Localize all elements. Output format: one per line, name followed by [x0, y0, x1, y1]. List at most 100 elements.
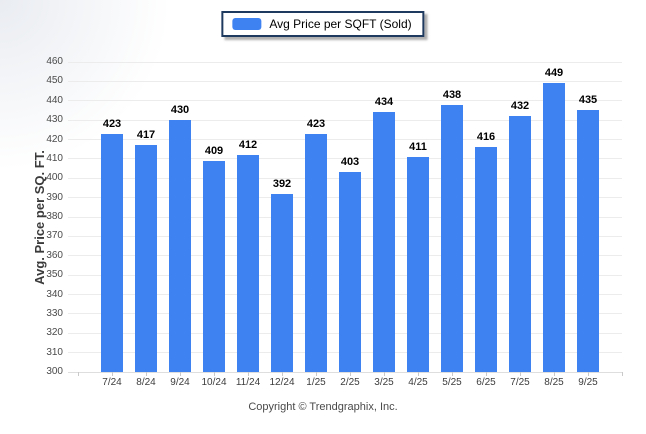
y-tick-labels: 300 310 320 330 340 350 360 370 380 390 400 410 420 4… — [25, 57, 65, 377]
bar-value-label: 409 — [204, 144, 224, 157]
gridline — [68, 158, 622, 160]
bar — [475, 147, 497, 372]
bar-slot: 403 2/25 — [333, 62, 367, 388]
x-axis-tick — [384, 372, 385, 376]
x-tick-label: 4/25 — [408, 377, 428, 388]
x-axis-tick — [486, 372, 487, 376]
x-axis-tick — [180, 372, 181, 376]
gridline — [68, 61, 622, 63]
plot-area: 423 7/24 417 8/24 430 9/24 409 10/24 412 11/24 392… — [68, 61, 623, 388]
x-tick-label: 8/25 — [544, 377, 564, 388]
bar — [339, 172, 361, 372]
copyright-text: Copyright © Trendgraphix, Inc. — [248, 401, 398, 413]
y-tick-label: 300 — [46, 366, 63, 377]
bar-slot: 423 1/25 — [299, 62, 333, 388]
y-tick-label: 330 — [46, 307, 63, 319]
bar — [203, 160, 225, 372]
bar-value-label: 417 — [136, 129, 156, 142]
bar — [271, 193, 293, 372]
x-axis-tick — [520, 372, 521, 376]
x-axis-tick — [452, 372, 453, 376]
bar-slot: 435 9/25 — [571, 62, 605, 388]
bar-value-label: 438 — [442, 88, 462, 101]
y-tick-label: 420 — [46, 133, 63, 145]
y-tick-label: 350 — [46, 269, 63, 281]
gridline — [68, 139, 622, 140]
bar-slot: 430 9/24 — [163, 62, 197, 388]
gridline — [68, 100, 622, 102]
y-tick-label: 440 — [46, 94, 63, 106]
bar — [169, 120, 191, 372]
bar — [237, 155, 259, 372]
y-tick-label: 410 — [46, 152, 63, 164]
y-tick-label: 450 — [46, 75, 63, 87]
gridline — [68, 371, 622, 373]
bar — [543, 83, 565, 372]
bar-slot: 416 6/25 — [469, 62, 503, 388]
legend: Avg Price per SQFT (Sold) — [221, 11, 425, 37]
bar-value-label: 403 — [340, 156, 360, 169]
gridline — [68, 119, 622, 121]
legend-label: Avg Price per SQFT (Sold) — [269, 17, 412, 31]
x-axis-tick — [316, 372, 317, 376]
x-tick-label: 12/24 — [269, 377, 295, 388]
y-tick-label: 430 — [46, 114, 63, 126]
bar-slot: 412 11/24 — [231, 62, 265, 388]
bar-value-label: 430 — [170, 104, 190, 117]
bar-slot: 423 7/24 — [95, 62, 129, 388]
x-axis-tick — [554, 372, 555, 376]
bar-value-label: 449 — [544, 67, 564, 80]
bar — [101, 133, 123, 372]
bar — [373, 112, 395, 372]
y-tick-label: 370 — [46, 230, 63, 242]
bar-slot: 432 7/25 — [503, 62, 537, 388]
x-tick-label: 3/25 — [374, 377, 394, 388]
y-tick-label: 400 — [46, 172, 63, 184]
bar-value-label: 412 — [238, 139, 258, 151]
x-tick-label: 9/25 — [578, 377, 598, 388]
bar-slot: 409 10/24 — [197, 62, 231, 388]
x-axis-tick — [146, 372, 147, 376]
x-axis-tick — [418, 372, 419, 376]
bar — [407, 156, 429, 372]
bar-slot: 438 5/25 — [435, 62, 469, 388]
gridline — [68, 80, 622, 82]
bar-value-label: 423 — [306, 117, 326, 130]
y-tick-label: 340 — [46, 288, 63, 300]
bar-slot: 417 8/24 — [129, 62, 163, 388]
x-axis-tick — [282, 372, 283, 376]
x-axis-tick — [588, 372, 589, 376]
y-tick-label: 320 — [46, 327, 63, 339]
bar — [135, 145, 157, 372]
y-tick-label: 310 — [46, 346, 63, 358]
x-tick-label: 5/25 — [442, 377, 462, 388]
y-tick-label: 390 — [46, 191, 63, 203]
x-tick-label: 7/24 — [102, 377, 122, 388]
bar — [441, 104, 463, 372]
bar-slot: 392 12/24 — [265, 62, 299, 388]
bar-value-label: 411 — [409, 140, 427, 153]
bar-value-label: 432 — [510, 100, 530, 113]
bar-value-label: 423 — [102, 117, 122, 130]
bar — [509, 116, 531, 372]
x-tick-label: 10/24 — [201, 377, 227, 388]
bar-slot: 411 4/25 — [401, 62, 435, 388]
legend-swatch-icon — [232, 18, 262, 30]
bar-slot: 434 3/25 — [367, 62, 401, 388]
x-tick-label: 11/24 — [235, 377, 261, 388]
x-tick-label: 8/24 — [136, 377, 156, 388]
bar-value-label: 435 — [578, 94, 598, 107]
x-tick-label: 6/25 — [476, 377, 496, 388]
x-axis-tick — [622, 372, 623, 376]
x-tick-label: 9/24 — [170, 377, 190, 388]
bar-slot: 449 8/25 — [537, 62, 571, 388]
y-tick-label: 460 — [46, 56, 63, 67]
x-axis-tick — [112, 372, 113, 376]
x-axis-tick — [248, 372, 249, 376]
bar — [577, 110, 599, 372]
bar-value-label: 416 — [476, 131, 496, 144]
bars-row: 423 7/24 417 8/24 430 9/24 409 10/24 412 11/24 392… — [95, 62, 605, 388]
bar — [305, 133, 327, 372]
x-tick-label: 7/25 — [510, 377, 530, 388]
